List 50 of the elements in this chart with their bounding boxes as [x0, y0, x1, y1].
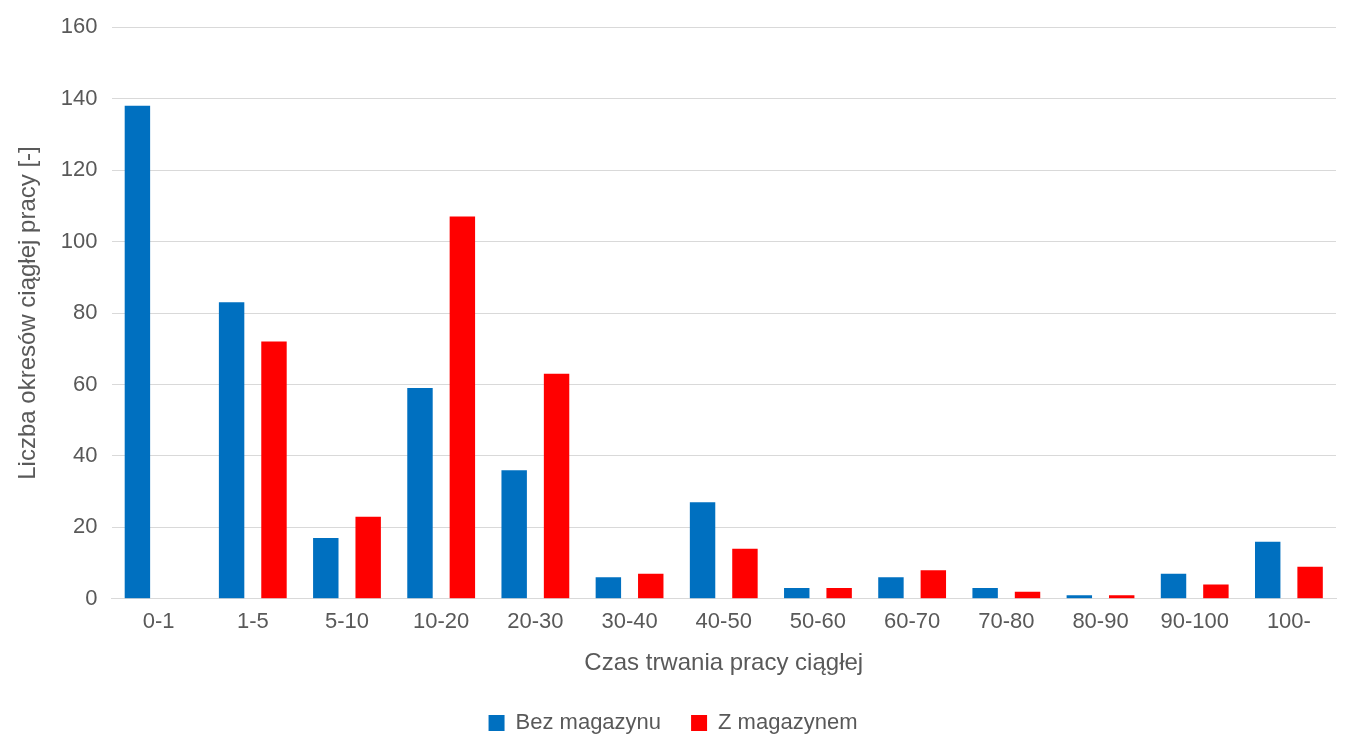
x-tick-label: 50-60 [789, 608, 847, 634]
y-tick-label: 20 [73, 513, 98, 539]
bar [595, 577, 622, 599]
x-tick-label: 20-30 [507, 608, 564, 634]
bar [407, 388, 433, 599]
bar [1203, 584, 1229, 599]
x-tick-label: 10-20 [413, 608, 470, 634]
bar [218, 302, 245, 599]
x-tick-label: 0-1 [142, 608, 175, 634]
y-tick-label: 140 [60, 84, 98, 110]
bar [355, 516, 381, 599]
bar [543, 373, 570, 599]
x-tick-label: 80-90 [1072, 608, 1129, 634]
bar [826, 588, 852, 599]
x-tick-label: 90-100 [1160, 608, 1229, 634]
bar [638, 573, 664, 599]
bar [124, 105, 151, 599]
y-tick-label: 100 [60, 227, 98, 253]
bar [1109, 595, 1135, 599]
y-tick-label: 120 [60, 156, 98, 182]
bar [1254, 541, 1281, 599]
bar [1160, 573, 1187, 599]
bar [732, 548, 758, 599]
x-tick-label: 100- [1266, 608, 1311, 634]
x-tick-label: 5-10 [324, 608, 370, 634]
x-axis-title: Czas trwania pracy ciągłej [584, 648, 864, 676]
bar [501, 470, 527, 599]
y-tick-label: 0 [85, 584, 98, 610]
y-tick-label: 80 [73, 299, 98, 325]
bar [1066, 595, 1093, 599]
x-tick-label: 30-40 [601, 608, 658, 634]
y-tick-label: 40 [73, 441, 98, 467]
bar [261, 341, 287, 599]
bar [1297, 566, 1323, 599]
x-tick-label: 1-5 [236, 608, 269, 634]
bar [878, 577, 904, 599]
bar [784, 588, 810, 599]
y-axis-title: Liczba okresów ciągłej pracy [-] [13, 146, 41, 480]
x-tick-label: 70-80 [978, 608, 1035, 634]
x-tick-label: 40-50 [695, 608, 752, 634]
bar [920, 570, 947, 599]
x-tick-label: 60-70 [884, 608, 941, 634]
bar [689, 502, 716, 599]
legend-label: Bez magazynu [515, 709, 662, 735]
bar [449, 216, 476, 599]
legend-label: Z magazynem [718, 709, 858, 735]
y-tick-label: 60 [73, 370, 98, 396]
bar [972, 588, 998, 599]
y-tick-label: 160 [60, 13, 98, 39]
bar [313, 538, 339, 599]
